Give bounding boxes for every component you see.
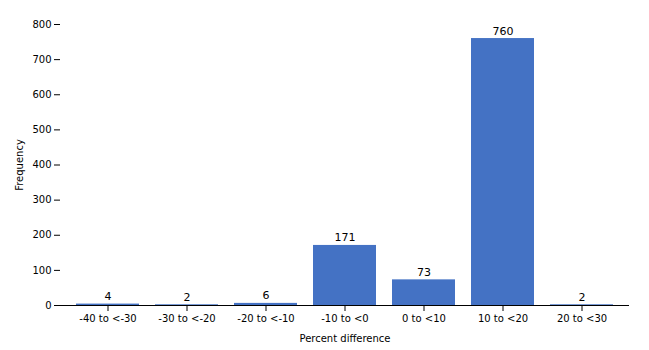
svg-text:800: 800	[32, 19, 51, 30]
svg-text:Frequency: Frequency	[14, 139, 25, 191]
svg-text:0 to <10: 0 to <10	[402, 313, 446, 324]
svg-text:-30 to <-20: -30 to <-20	[158, 313, 215, 324]
svg-text:-20 to <-10: -20 to <-10	[237, 313, 294, 324]
svg-text:-10 to <0: -10 to <0	[321, 313, 368, 324]
svg-text:171: 171	[335, 231, 356, 244]
svg-text:200: 200	[32, 229, 51, 240]
svg-text:100: 100	[32, 265, 51, 276]
svg-text:400: 400	[32, 159, 51, 170]
svg-text:4: 4	[105, 290, 112, 303]
svg-text:20 to <30: 20 to <30	[557, 313, 607, 324]
svg-text:700: 700	[32, 54, 51, 65]
svg-text:2: 2	[579, 291, 586, 304]
svg-text:300: 300	[32, 194, 51, 205]
svg-text:-40 to <-30: -40 to <-30	[79, 313, 136, 324]
svg-text:0: 0	[45, 300, 51, 311]
svg-text:73: 73	[417, 266, 431, 279]
svg-text:Percent difference: Percent difference	[299, 333, 390, 344]
svg-text:6: 6	[263, 289, 270, 302]
svg-text:2: 2	[184, 291, 191, 304]
svg-text:760: 760	[493, 25, 514, 38]
svg-text:600: 600	[32, 89, 51, 100]
svg-text:500: 500	[32, 124, 51, 135]
svg-text:10 to <20: 10 to <20	[478, 313, 528, 324]
